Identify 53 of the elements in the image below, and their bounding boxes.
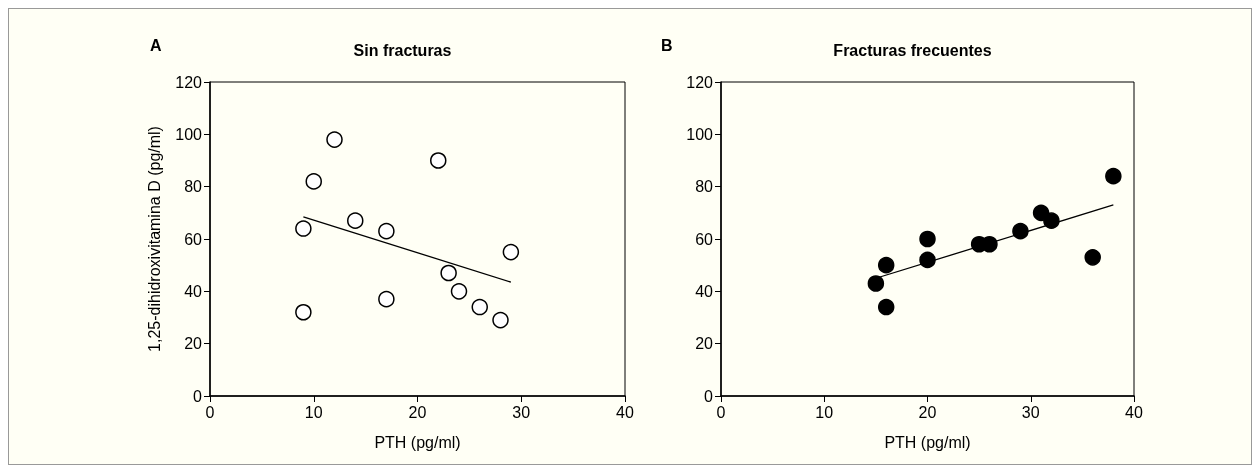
x-axis-title: PTH (pg/ml) — [884, 433, 971, 451]
point — [450, 283, 468, 300]
y-tick-label: 20 — [184, 335, 203, 353]
y-tick-label: 80 — [695, 178, 714, 196]
x-tick-label: 40 — [616, 403, 634, 421]
point — [430, 152, 447, 169]
chart-title: Sin fracturas — [353, 41, 452, 59]
point — [471, 298, 488, 316]
point — [492, 311, 509, 329]
point — [1043, 212, 1060, 229]
x-tick-label: 0 — [205, 403, 215, 421]
point — [378, 222, 395, 240]
x-tick-label: 10 — [815, 403, 834, 421]
point — [1012, 222, 1029, 240]
point — [919, 251, 936, 269]
y-tick-label: 20 — [695, 335, 714, 353]
y-tick-label: 60 — [695, 230, 714, 248]
y-tick-label: 0 — [193, 387, 203, 405]
y-axis-title: 1,25-dihidroxivitamina D (pg/ml) — [145, 126, 163, 352]
x-tick-label: 10 — [304, 403, 323, 421]
point — [877, 256, 895, 274]
x-axis-title: PTH (pg/ml) — [374, 433, 461, 451]
x-tick-label: 20 — [918, 403, 937, 421]
point — [295, 220, 312, 237]
y-tick-label: 0 — [704, 387, 714, 405]
point — [347, 212, 364, 229]
chart-title: Fracturas frecuentes — [833, 41, 992, 59]
y-tick-label: 120 — [686, 73, 714, 91]
y-tick-label: 40 — [184, 282, 203, 300]
x-tick-label: 30 — [512, 403, 531, 421]
y-tick-label: 80 — [184, 178, 203, 196]
x-tick-label: 20 — [408, 403, 427, 421]
point — [440, 264, 457, 282]
y-tick-label: 40 — [695, 282, 714, 300]
x-tick-label: 40 — [1125, 403, 1143, 421]
point — [1084, 249, 1101, 266]
y-tick-label: 100 — [686, 125, 714, 143]
point — [502, 243, 520, 261]
point — [378, 290, 395, 308]
point — [867, 275, 885, 292]
x-tick-label: 30 — [1021, 403, 1040, 421]
y-tick-label: 60 — [184, 230, 203, 248]
point — [305, 173, 322, 190]
text: A — [150, 36, 162, 54]
point — [1105, 167, 1122, 185]
point — [295, 304, 312, 321]
y-tick-label: 120 — [175, 73, 203, 91]
text: B — [661, 36, 673, 54]
point — [877, 298, 895, 316]
y-tick-label: 100 — [175, 125, 203, 143]
point — [919, 230, 936, 248]
point — [326, 131, 343, 148]
x-tick-label: 0 — [716, 403, 726, 421]
